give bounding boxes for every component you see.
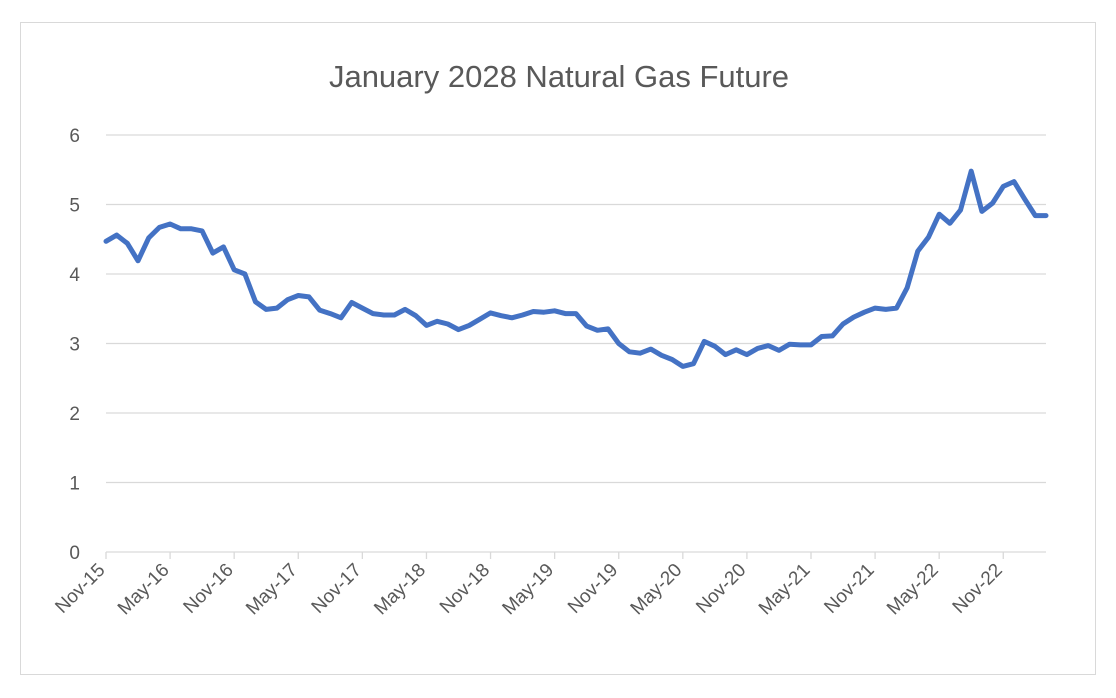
x-tick-label: Nov-20 xyxy=(692,560,750,618)
x-tick-label: Nov-21 xyxy=(820,560,878,618)
series-line-0 xyxy=(103,168,1049,369)
y-tick-label: 0 xyxy=(69,543,80,564)
x-tick-label: May-19 xyxy=(499,560,559,620)
x-tick-label: May-21 xyxy=(755,560,815,620)
y-tick-label: 4 xyxy=(69,265,80,286)
x-tick-label: Nov-18 xyxy=(436,560,494,618)
x-tick-label: May-17 xyxy=(242,560,302,620)
y-tick-label: 3 xyxy=(69,335,80,356)
x-tick-label: Nov-17 xyxy=(308,560,366,618)
y-axis-ticks: 0 1 2 3 4 5 6 xyxy=(69,126,80,564)
y-tick-label: 2 xyxy=(69,404,80,425)
y-tick-label: 5 xyxy=(69,196,80,217)
x-tick-label: May-18 xyxy=(370,560,430,620)
line-chart: January 2028 Natural Gas Future 0123456 … xyxy=(51,59,1049,620)
chart-title: January 2028 Natural Gas Future xyxy=(329,59,789,94)
x-tick-label: Nov-19 xyxy=(564,560,622,618)
gridlines xyxy=(106,134,1046,553)
x-axis-ticks: Nov-15 May-16 Nov-16 May-17 Nov-17 May-18 Nov-… xyxy=(51,552,1007,620)
x-tick-label: May-22 xyxy=(883,560,943,620)
x-tick-label: Nov-16 xyxy=(180,560,238,618)
y-tick-label: 6 xyxy=(69,126,80,147)
y-tick-label: 1 xyxy=(69,474,80,495)
x-tick-label: May-20 xyxy=(627,560,687,620)
x-tick-label: Nov-22 xyxy=(949,560,1007,618)
series-layer xyxy=(103,168,1049,369)
x-tick-label: Nov-15 xyxy=(51,560,109,618)
x-tick-label: May-16 xyxy=(114,560,174,620)
